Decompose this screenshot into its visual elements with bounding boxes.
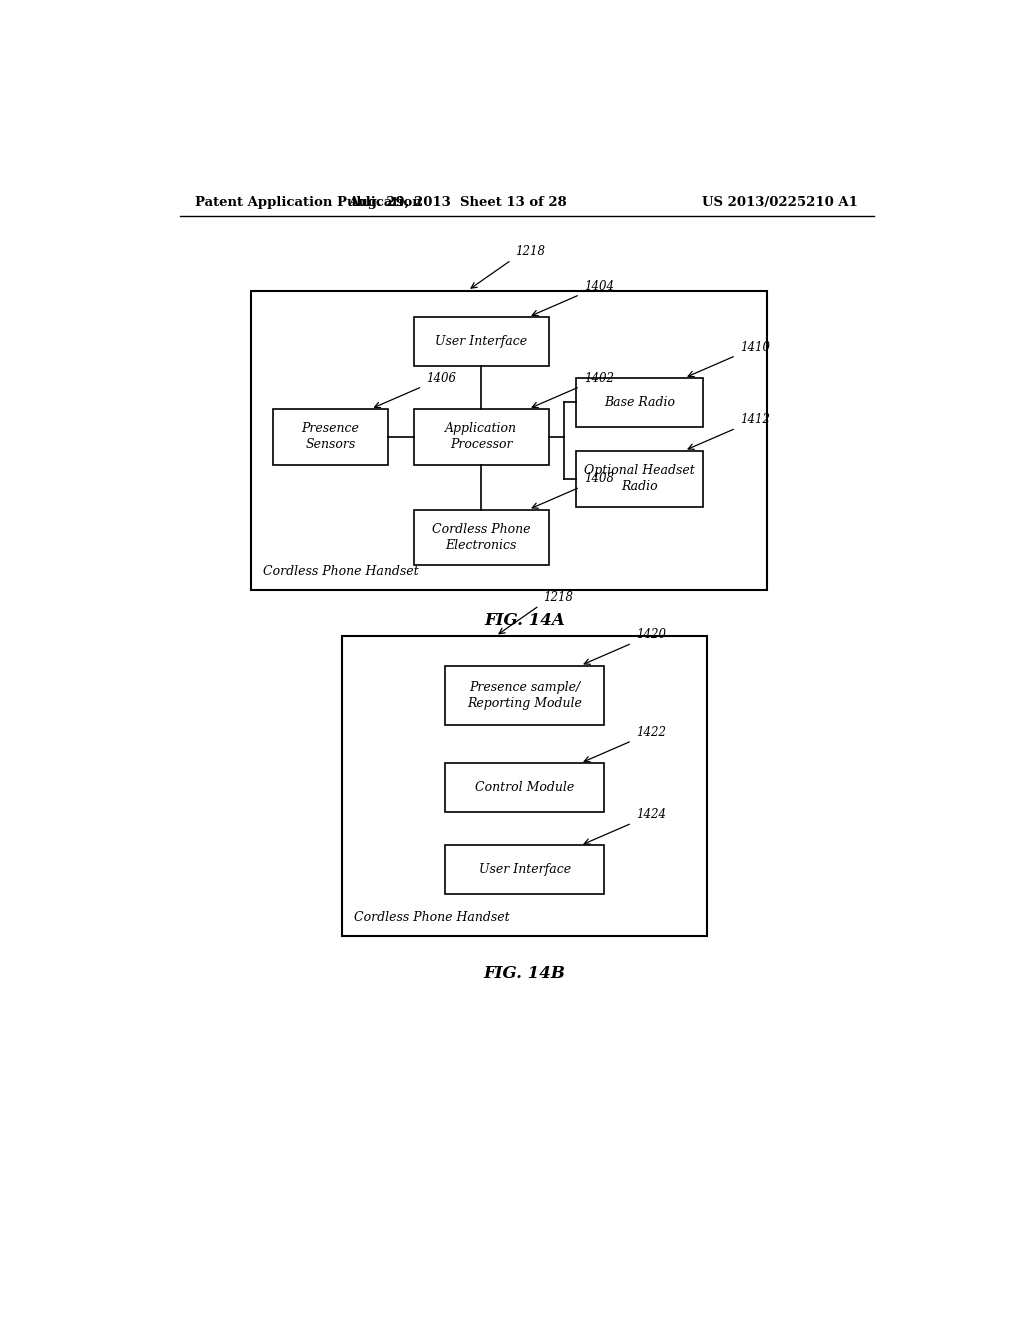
Bar xyxy=(272,409,388,465)
Bar xyxy=(445,665,604,725)
Bar xyxy=(445,846,604,894)
Text: Control Module: Control Module xyxy=(475,781,574,795)
Text: FIG. 14A: FIG. 14A xyxy=(484,612,565,630)
Text: Cordless Phone Handset: Cordless Phone Handset xyxy=(354,911,510,924)
Text: 1412: 1412 xyxy=(740,413,770,426)
Text: 1424: 1424 xyxy=(636,808,666,821)
Bar xyxy=(577,450,703,507)
Bar xyxy=(251,290,767,590)
Text: 1218: 1218 xyxy=(515,246,545,257)
Text: Cordless Phone
Electronics: Cordless Phone Electronics xyxy=(432,523,530,552)
Text: User Interface: User Interface xyxy=(479,863,570,876)
Text: Aug. 29, 2013  Sheet 13 of 28: Aug. 29, 2013 Sheet 13 of 28 xyxy=(348,195,566,209)
Text: Presence
Sensors: Presence Sensors xyxy=(301,422,359,451)
Text: 1422: 1422 xyxy=(636,726,666,739)
Text: Application
Processor: Application Processor xyxy=(445,422,517,451)
Text: 1410: 1410 xyxy=(740,341,770,354)
Text: Base Radio: Base Radio xyxy=(604,396,676,409)
Text: Patent Application Publication: Patent Application Publication xyxy=(196,195,422,209)
Text: 1218: 1218 xyxy=(543,590,573,603)
Bar xyxy=(414,317,549,366)
Text: 1408: 1408 xyxy=(584,473,614,486)
Bar xyxy=(577,378,703,426)
Text: 1402: 1402 xyxy=(584,371,614,384)
Text: Optional Headset
Radio: Optional Headset Radio xyxy=(585,465,695,494)
Bar xyxy=(414,510,549,565)
Text: Presence sample/
Reporting Module: Presence sample/ Reporting Module xyxy=(467,681,583,710)
Bar xyxy=(342,636,708,936)
Bar xyxy=(414,409,549,465)
Text: Cordless Phone Handset: Cordless Phone Handset xyxy=(263,565,419,578)
Text: 1404: 1404 xyxy=(584,280,614,293)
Bar xyxy=(445,763,604,812)
Text: 1406: 1406 xyxy=(426,371,457,384)
Text: FIG. 14B: FIG. 14B xyxy=(484,965,565,982)
Text: User Interface: User Interface xyxy=(435,335,527,348)
Text: US 2013/0225210 A1: US 2013/0225210 A1 xyxy=(702,195,858,209)
Text: 1420: 1420 xyxy=(636,628,666,642)
